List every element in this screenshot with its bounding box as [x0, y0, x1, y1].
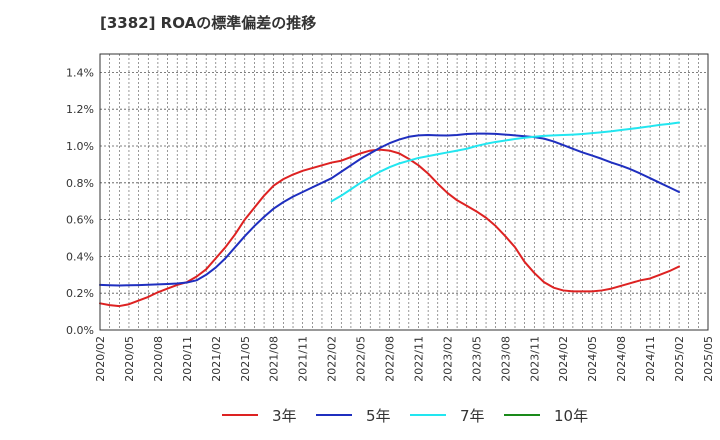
- x-tick-label: 2023/11: [528, 336, 541, 382]
- legend-label: 5年: [366, 406, 391, 425]
- x-tick-label: 2022/11: [412, 336, 425, 382]
- series-lines: [99, 121, 681, 308]
- y-tick-label: 1.4%: [66, 66, 94, 79]
- series-line-7年: [330, 121, 681, 203]
- x-tick-label: 2023/02: [441, 336, 454, 382]
- x-tick-label: 2020/08: [152, 336, 165, 382]
- legend-item: 10年: [504, 404, 588, 426]
- x-tick-label: 2024/02: [557, 336, 570, 382]
- y-tick-label: 0.2%: [66, 287, 94, 300]
- legend-item: 5年: [316, 404, 391, 426]
- series-line-5年: [99, 132, 681, 287]
- x-tick-label: 2021/05: [239, 336, 252, 382]
- y-tick-label: 0.8%: [66, 177, 94, 190]
- x-tick-label: 2023/05: [470, 336, 483, 382]
- x-tick-label: 2024/08: [615, 336, 628, 382]
- legend-swatch: [222, 414, 258, 416]
- x-tick-label: 2022/02: [326, 336, 339, 382]
- x-tick-label: 2024/05: [586, 336, 599, 382]
- legend-label: 7年: [460, 406, 485, 425]
- x-tick-label: 2025/02: [673, 336, 686, 382]
- y-axis-ticks: 0.0% 0.2% 0.4% 0.6% 0.8% 1.0% 1.2% 1.4%: [66, 66, 94, 337]
- y-tick-label: 1.2%: [66, 103, 94, 116]
- legend-item: 3年: [222, 404, 297, 426]
- series-line-3年: [99, 148, 681, 308]
- legend-swatch: [316, 414, 352, 416]
- y-tick-label: 0.6%: [66, 214, 94, 227]
- x-tick-label: 2022/08: [384, 336, 397, 382]
- x-tick-label: 2021/02: [210, 336, 223, 382]
- x-tick-label: 2023/08: [499, 336, 512, 382]
- y-tick-label: 0.4%: [66, 250, 94, 263]
- legend-label: 10年: [554, 406, 589, 425]
- x-tick-label: 2020/05: [123, 336, 136, 382]
- x-axis-ticks: 2020/02 2020/05 2020/08 2020/11 2021/02 2021/…: [94, 336, 715, 382]
- y-tick-label: 0.0%: [66, 324, 94, 337]
- x-tick-label: 2021/08: [268, 336, 281, 382]
- chart-title: [3382] ROAの標準偏差の推移: [100, 14, 317, 32]
- legend-swatch: [504, 414, 540, 416]
- x-tick-label: 2024/11: [644, 336, 657, 382]
- x-tick-label: 2021/11: [297, 336, 310, 382]
- grid: [100, 54, 708, 330]
- legend: 3年 5年 7年 10年: [0, 400, 720, 430]
- x-tick-label: 2020/02: [94, 336, 107, 382]
- legend-item: 7年: [410, 404, 485, 426]
- x-tick-label: 2025/05: [702, 336, 715, 382]
- y-tick-label: 1.0%: [66, 140, 94, 153]
- legend-swatch: [410, 414, 446, 416]
- x-tick-label: 2022/05: [355, 336, 368, 382]
- legend-label: 3年: [272, 406, 297, 425]
- plot-frame: [99, 53, 709, 331]
- x-tick-label: 2020/11: [181, 336, 194, 382]
